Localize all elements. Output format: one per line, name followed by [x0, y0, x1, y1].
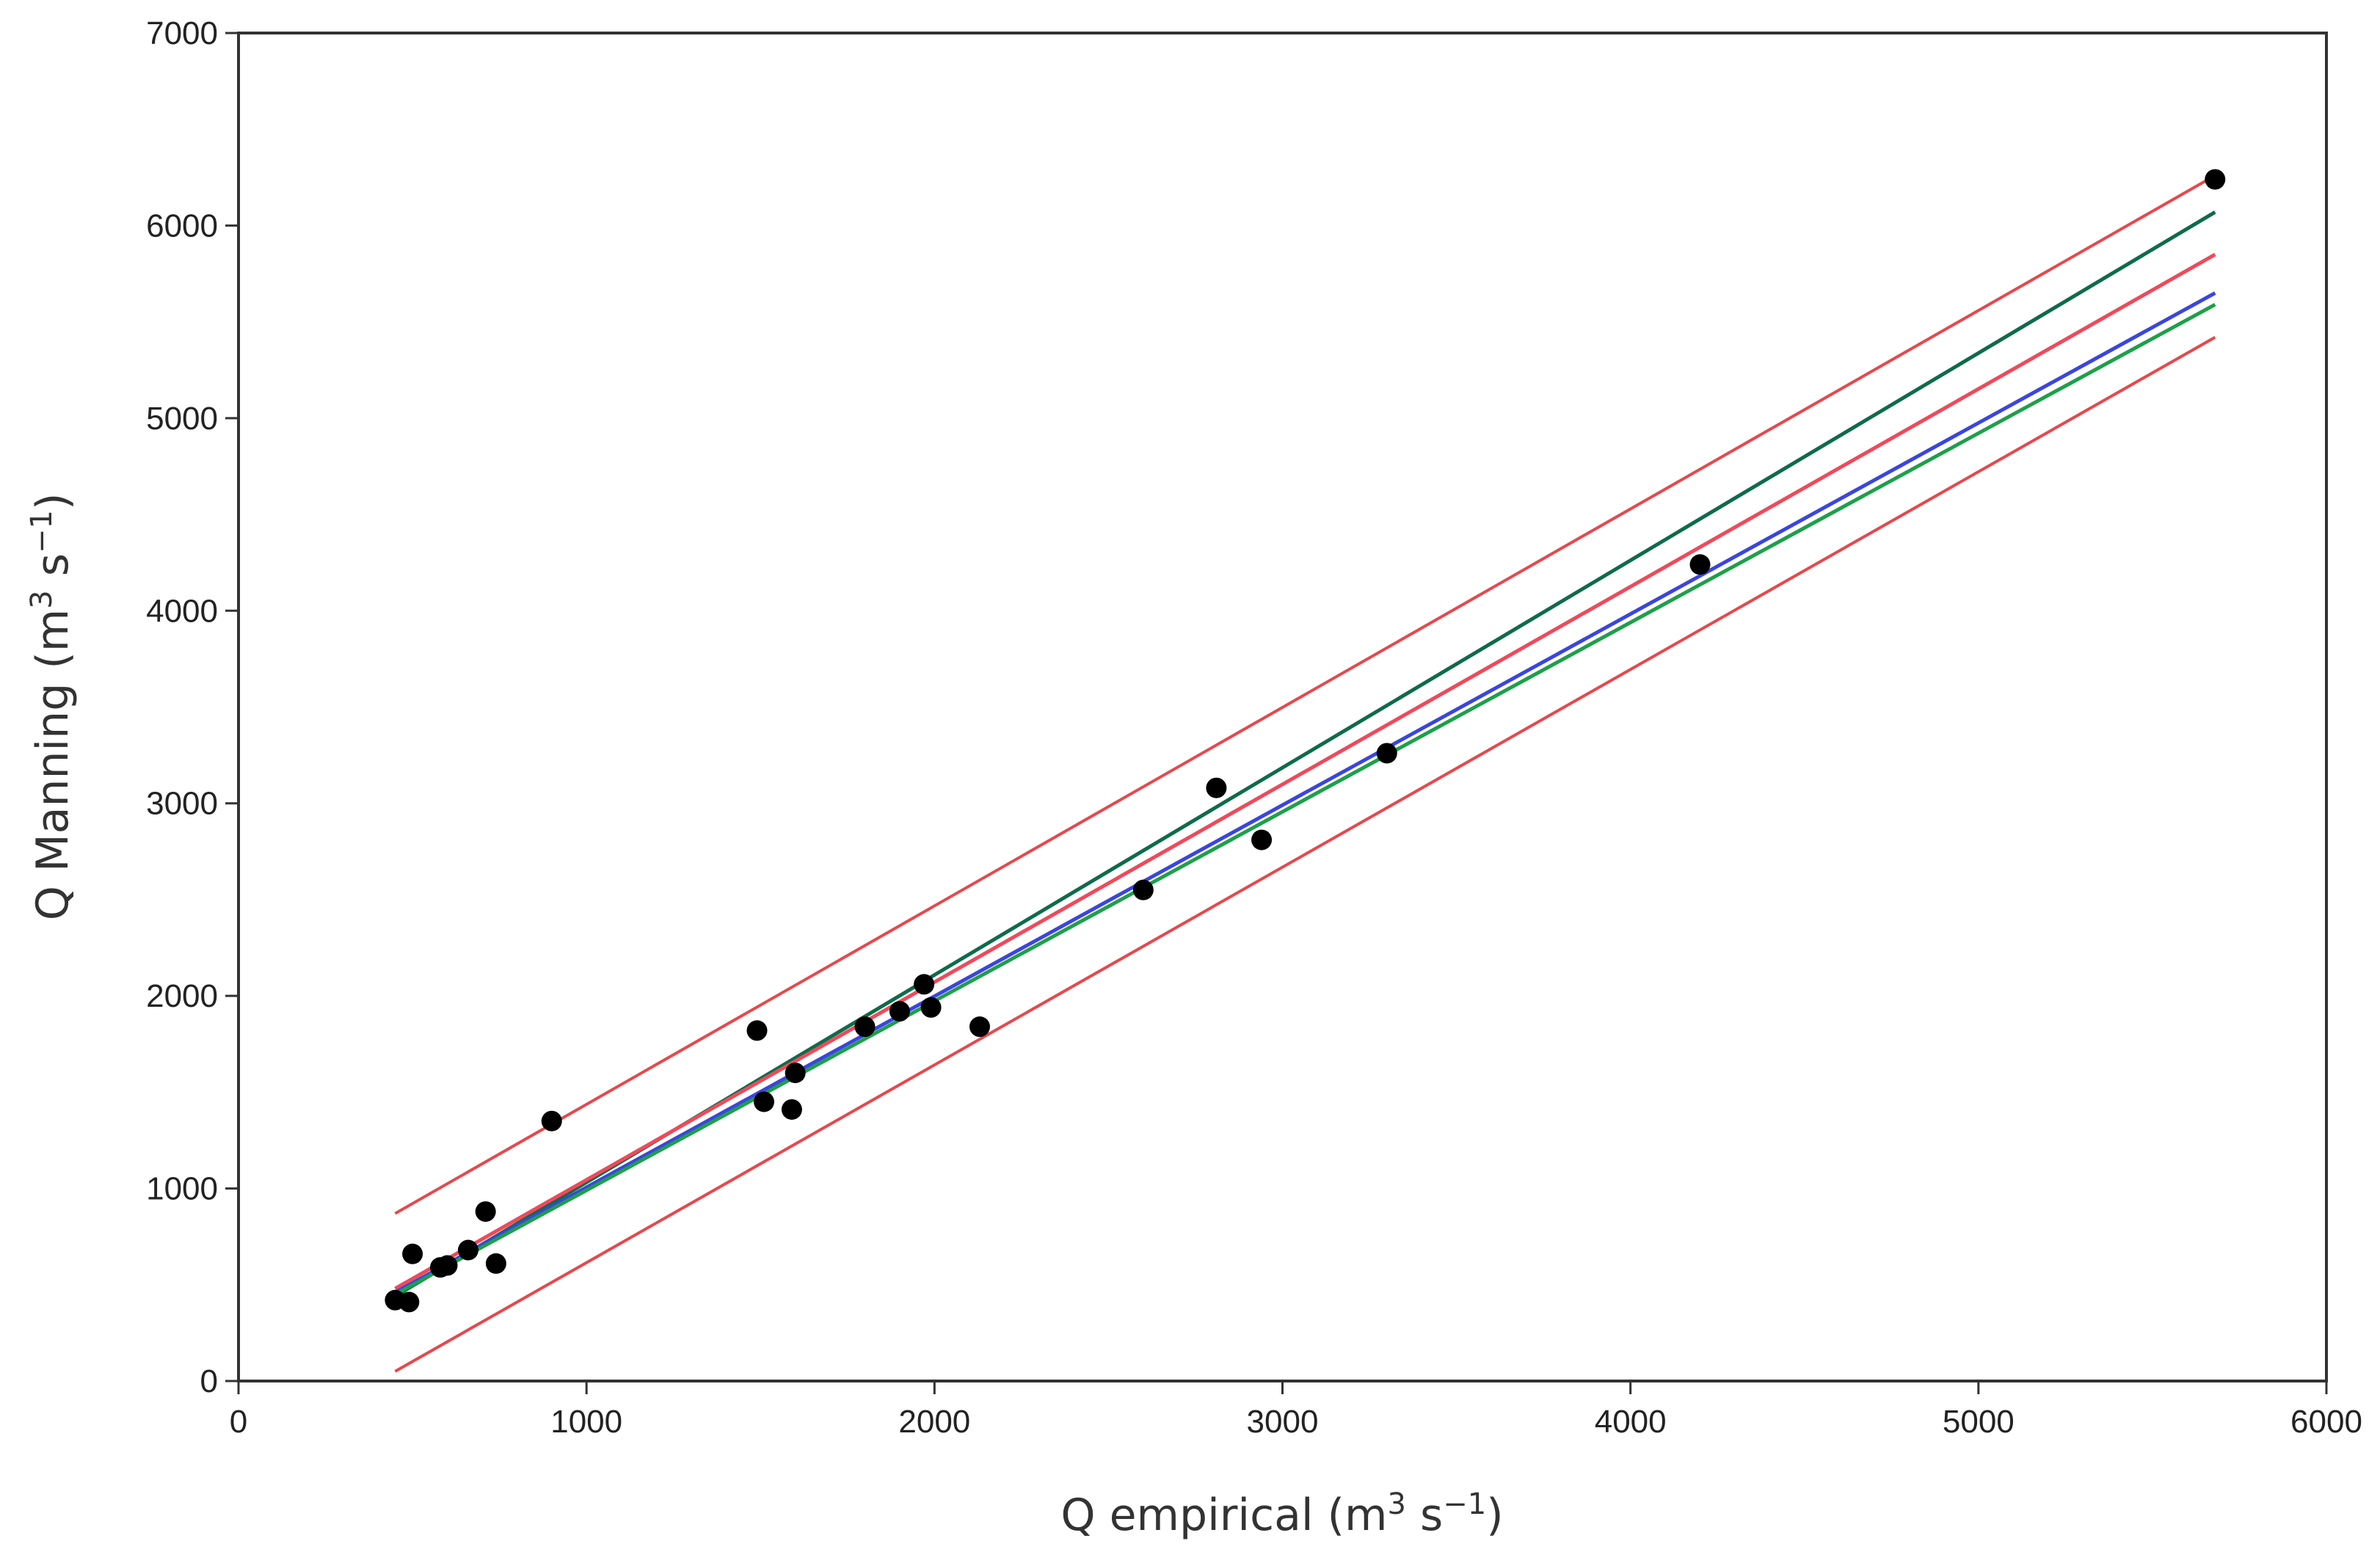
data-point [1376, 743, 1397, 764]
points-layer [385, 169, 2226, 1313]
x-tick-label: 2000 [898, 1404, 970, 1440]
y-axis-title: Q Manning (m3 s−1) [25, 493, 79, 921]
y-tick-label: 7000 [146, 15, 218, 51]
x-tick-label: 4000 [1595, 1404, 1667, 1440]
prediction-band-line [394, 174, 2216, 1215]
y-axis-title-sup1: 3 [25, 590, 59, 608]
data-point [854, 1016, 876, 1038]
fit-line [394, 291, 2216, 1294]
fit-line [394, 302, 2216, 1297]
y-tick-label: 4000 [146, 593, 218, 629]
x-tick-label: 3000 [1247, 1404, 1319, 1440]
x-tick-label: 0 [230, 1404, 247, 1440]
y-tick-label: 0 [200, 1363, 218, 1399]
data-point [402, 1243, 423, 1264]
prediction-band-line [394, 335, 2216, 1373]
data-point [753, 1091, 774, 1112]
series-layer [394, 174, 2216, 1373]
data-point [889, 1001, 910, 1022]
data-point [437, 1255, 458, 1276]
x-axis-title-mid: s [1406, 1490, 1443, 1541]
data-point [475, 1201, 496, 1223]
y-axis-title-sup2: −1 [25, 510, 59, 553]
data-point [746, 1020, 768, 1041]
x-tick-label: 1000 [550, 1404, 622, 1440]
fit-line [394, 252, 2216, 1291]
y-axis-title-base: Q Manning (m [27, 609, 79, 921]
data-point [781, 1099, 802, 1120]
x-axis-title-sup2: −1 [1443, 1487, 1486, 1521]
data-point [914, 974, 935, 995]
x-axis-title: Q empirical (m3 s−1) [1060, 1487, 1503, 1541]
data-point [457, 1239, 478, 1261]
y-tick-label: 2000 [146, 978, 218, 1014]
y-axis-title-end: ) [27, 493, 79, 510]
data-point [2205, 169, 2226, 190]
data-point [969, 1016, 990, 1038]
x-tick-label: 5000 [1943, 1404, 2015, 1440]
y-tick-label: 1000 [146, 1171, 218, 1207]
data-point [1132, 879, 1154, 900]
x-axis-title-end: ) [1486, 1490, 1503, 1541]
y-axis-title-mid: s [27, 553, 79, 590]
data-point [1251, 829, 1273, 850]
x-axis-ticks: 0 1000 2000 3000 4000 5000 6000 [230, 1381, 2362, 1440]
y-tick-label: 6000 [146, 208, 218, 244]
data-point [485, 1253, 506, 1274]
data-point [920, 997, 942, 1018]
y-axis-ticks: 0 1000 2000 3000 4000 5000 6000 7000 [146, 15, 239, 1399]
x-axis-title-base: Q empirical (m [1060, 1490, 1387, 1541]
data-point [1689, 554, 1711, 575]
x-axis-title-sup1: 3 [1387, 1487, 1405, 1521]
data-point [1206, 777, 1227, 798]
y-tick-label: 3000 [146, 786, 218, 822]
y-tick-label: 5000 [146, 401, 218, 437]
data-point [541, 1110, 562, 1132]
data-point [785, 1063, 806, 1084]
data-point [399, 1291, 420, 1313]
x-tick-label: 6000 [2290, 1404, 2362, 1440]
